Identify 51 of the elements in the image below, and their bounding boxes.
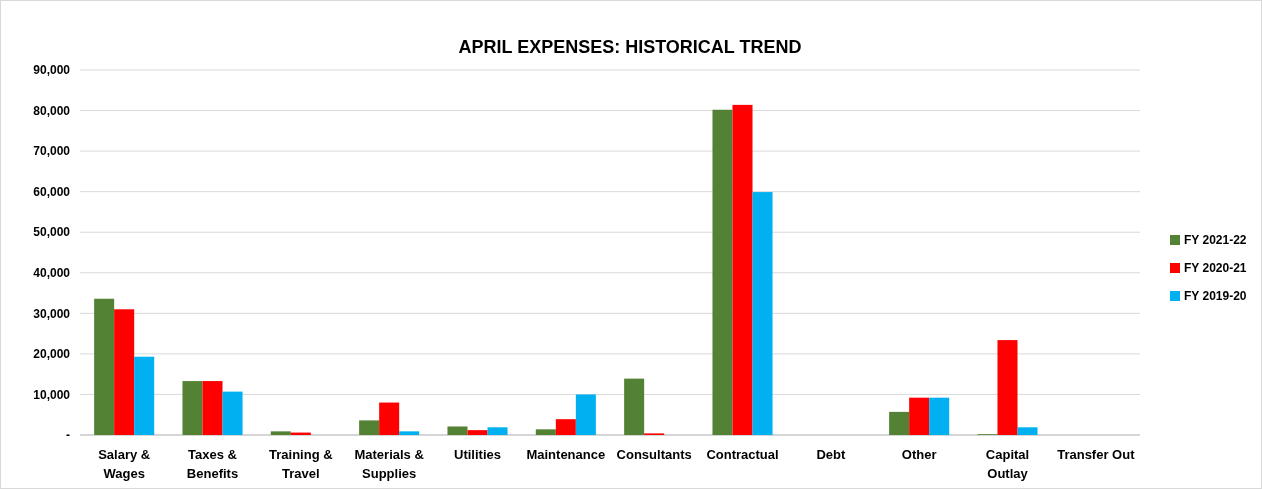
bar	[202, 381, 223, 435]
bar	[929, 397, 950, 435]
x-tick-label: Training & Travel	[269, 447, 333, 481]
x-tick-label: Utilities	[454, 447, 501, 462]
y-tick-label: 10,000	[33, 387, 71, 402]
bar	[535, 429, 556, 435]
x-tick-label: Other	[901, 447, 937, 462]
bar	[997, 340, 1018, 435]
bar	[222, 391, 243, 435]
bar	[447, 426, 468, 435]
bar	[732, 104, 753, 435]
x-tick-label: Maintenance	[526, 447, 606, 462]
bar	[399, 431, 420, 435]
bar	[114, 309, 135, 435]
y-tick-label: 70,000	[33, 144, 71, 159]
bar	[1017, 427, 1038, 435]
y-tick-label: 20,000	[33, 347, 71, 362]
bar	[94, 298, 115, 435]
bar	[889, 411, 910, 435]
bar	[182, 381, 203, 435]
x-tick-label: Capital Outlay	[985, 447, 1030, 481]
y-tick-label: 90,000	[33, 63, 71, 78]
bar	[270, 431, 291, 435]
y-tick-label: 30,000	[33, 306, 71, 321]
legend-label: FY 2020-21	[1184, 261, 1247, 276]
chart-title: APRIL EXPENSES: HISTORICAL TREND	[458, 37, 802, 57]
bar	[134, 356, 155, 435]
bar	[555, 419, 576, 435]
x-tick-label: Debt	[816, 447, 846, 462]
legend-label: FY 2021-22	[1184, 233, 1247, 248]
y-tick-label: 80,000	[33, 103, 71, 118]
x-tick-label: Consultants	[616, 447, 692, 462]
x-tick-label: Transfer Out	[1057, 447, 1136, 462]
bar	[359, 420, 380, 435]
x-tick-label: Contractual	[706, 447, 779, 462]
y-tick-label: 40,000	[33, 265, 71, 280]
bar	[624, 378, 645, 435]
bar	[487, 427, 508, 435]
bar	[712, 109, 733, 435]
y-tick-label: -	[66, 428, 70, 443]
x-tick-label: Materials & Supplies	[354, 447, 424, 481]
bar	[752, 192, 773, 435]
bar	[909, 397, 930, 435]
bar	[575, 394, 596, 435]
x-tick-label: Salary & Wages	[98, 447, 151, 481]
y-tick-label: 50,000	[33, 225, 71, 240]
x-tick-label: Taxes & Benefits	[186, 447, 239, 481]
y-tick-label: 60,000	[33, 184, 71, 199]
bar	[467, 430, 488, 435]
legend-label: FY 2019-20	[1184, 289, 1247, 304]
bar	[379, 402, 400, 435]
